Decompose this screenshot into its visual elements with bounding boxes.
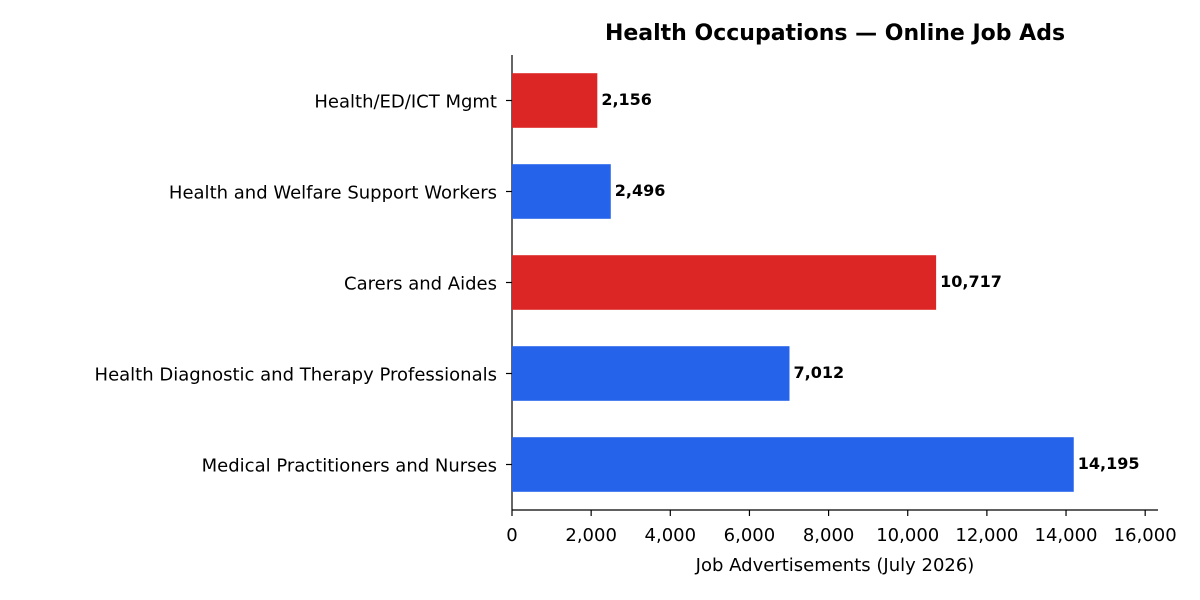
x-tick-label: 8,000 bbox=[803, 525, 855, 546]
x-tick-label: 4,000 bbox=[645, 525, 697, 546]
value-label: 2,156 bbox=[601, 90, 652, 109]
bar bbox=[512, 255, 937, 310]
y-tick-label: Carers and Aides bbox=[344, 274, 497, 295]
bar bbox=[512, 437, 1074, 492]
chart-title: Health Occupations — Online Job Ads bbox=[605, 21, 1065, 46]
bar bbox=[512, 73, 598, 128]
y-tick-label: Health/ED/ICT Mgmt bbox=[314, 92, 497, 113]
y-tick-label: Health Diagnostic and Therapy Profession… bbox=[95, 365, 497, 386]
value-label: 14,195 bbox=[1078, 454, 1140, 473]
x-tick-label: 6,000 bbox=[724, 525, 776, 546]
y-tick-label: Medical Practitioners and Nurses bbox=[202, 456, 497, 477]
x-tick-label: 10,000 bbox=[876, 525, 939, 546]
x-tick-label: 16,000 bbox=[1114, 525, 1177, 546]
value-label: 2,496 bbox=[615, 181, 666, 200]
y-tick-label: Health and Welfare Support Workers bbox=[169, 183, 497, 204]
bar bbox=[512, 346, 790, 401]
x-tick-label: 12,000 bbox=[955, 525, 1018, 546]
x-tick-label: 0 bbox=[506, 525, 517, 546]
value-label: 10,717 bbox=[940, 272, 1002, 291]
x-tick-label: 14,000 bbox=[1035, 525, 1098, 546]
bar bbox=[512, 164, 611, 219]
value-label: 7,012 bbox=[793, 363, 844, 382]
x-axis-label: Job Advertisements (July 2026) bbox=[695, 555, 975, 576]
x-tick-label: 2,000 bbox=[565, 525, 617, 546]
